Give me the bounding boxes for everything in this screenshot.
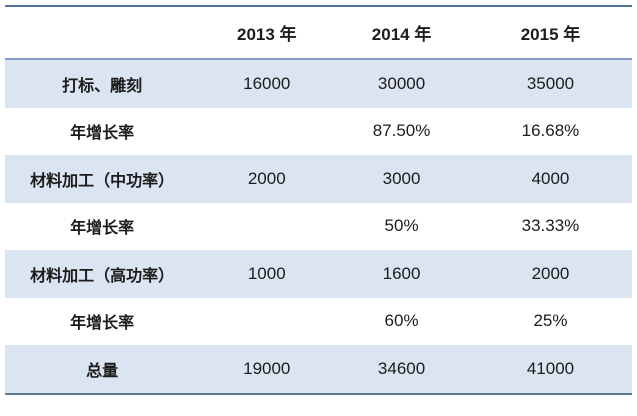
data-cell: 1000 [199,250,335,298]
table-row: 年增长率 87.50% 16.68% [5,107,632,155]
data-cell: 30000 [334,59,469,108]
data-cell: 16.68% [468,107,632,155]
data-cell: 2000 [468,250,632,298]
header-cell-2014: 2014 年 [334,6,469,60]
data-cell: 3000 [334,155,469,203]
table-row: 材料加工（中功率） 2000 3000 4000 [5,155,632,203]
data-cell: 34600 [334,345,469,394]
market-size-table: 2013 年 2014 年 2015 年 打标、雕刻 16000 30000 3… [5,5,632,395]
data-cell [199,202,335,250]
row-label: 材料加工（中功率） [5,155,200,203]
row-label: 材料加工（高功率） [5,250,200,298]
data-cell: 19000 [199,345,335,394]
data-cell: 1600 [334,250,469,298]
data-cell [199,107,335,155]
data-cell: 50% [334,202,469,250]
row-label: 年增长率 [5,297,200,345]
row-label: 年增长率 [5,202,200,250]
row-label: 打标、雕刻 [5,59,200,108]
table-row: 打标、雕刻 16000 30000 35000 [5,59,632,108]
row-label: 总量 [5,345,200,394]
data-cell: 25% [468,297,632,345]
data-cell: 41000 [468,345,632,394]
header-row: 2013 年 2014 年 2015 年 [5,6,632,60]
data-cell: 87.50% [334,107,469,155]
table-row: 总量 19000 34600 41000 [5,345,632,394]
table-row: 年增长率 60% 25% [5,297,632,345]
data-cell: 16000 [199,59,335,108]
row-label: 年增长率 [5,107,200,155]
data-cell: 2000 [199,155,335,203]
data-cell [199,297,335,345]
data-cell: 60% [334,297,469,345]
data-cell: 4000 [468,155,632,203]
header-cell-2013: 2013 年 [199,6,335,60]
header-cell-2015: 2015 年 [468,6,632,60]
table-row: 年增长率 50% 33.33% [5,202,632,250]
data-cell: 35000 [468,59,632,108]
header-cell-blank [5,6,200,60]
data-cell: 33.33% [468,202,632,250]
table-row: 材料加工（高功率） 1000 1600 2000 [5,250,632,298]
